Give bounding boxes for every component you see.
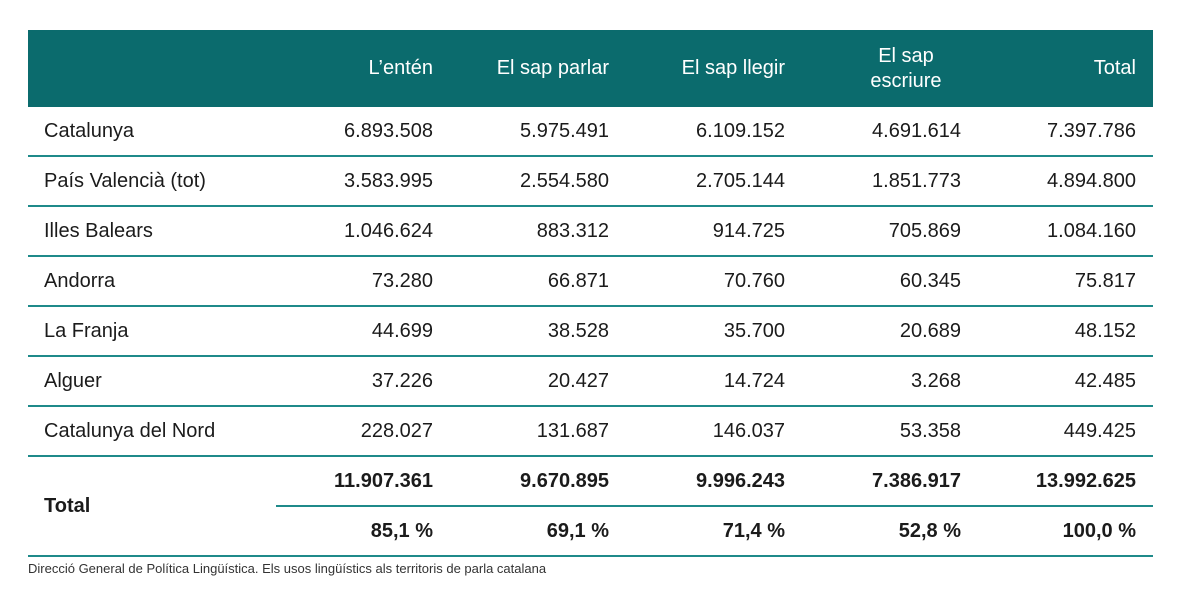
cell-value: 883.312 [450, 206, 626, 257]
header-can-read: El sap llegir [626, 30, 802, 107]
row-name: Catalunya [28, 107, 276, 157]
header-can-write-label: El sap escriure [870, 44, 942, 92]
row-name: Alguer [28, 356, 276, 407]
table-body: Catalunya 6.893.508 5.975.491 6.109.152 … [28, 107, 1153, 457]
cell-value: 705.869 [802, 206, 978, 257]
cell-value: 20.427 [450, 356, 626, 407]
total-percent: 85,1 % [276, 506, 450, 557]
total-percent: 100,0 % [978, 506, 1153, 557]
cell-value: 1.851.773 [802, 156, 978, 207]
total-value: 13.992.625 [978, 456, 1153, 507]
cell-value: 2.705.144 [626, 156, 802, 207]
row-name: País Valencià (tot) [28, 156, 276, 207]
total-percent: 69,1 % [450, 506, 626, 557]
cell-value: 5.975.491 [450, 107, 626, 157]
table-row: Andorra 73.280 66.871 70.760 60.345 75.8… [28, 256, 1153, 307]
cell-value: 37.226 [276, 356, 450, 407]
cell-value: 66.871 [450, 256, 626, 307]
cell-value: 1.046.624 [276, 206, 450, 257]
header-corner [28, 30, 276, 107]
total-value: 9.996.243 [626, 456, 802, 507]
cell-value: 4.691.614 [802, 107, 978, 157]
cell-value: 42.485 [978, 356, 1153, 407]
cell-value: 914.725 [626, 206, 802, 257]
table-row: Catalunya 6.893.508 5.975.491 6.109.152 … [28, 107, 1153, 157]
cell-value: 3.268 [802, 356, 978, 407]
table-row: La Franja 44.699 38.528 35.700 20.689 48… [28, 306, 1153, 357]
totals-percent-row: 85,1 % 69,1 % 71,4 % 52,8 % 100,0 % [28, 506, 1153, 557]
cell-value: 4.894.800 [978, 156, 1153, 207]
table-row: Alguer 37.226 20.427 14.724 3.268 42.485 [28, 356, 1153, 407]
total-value: 9.670.895 [450, 456, 626, 507]
header-can-speak: El sap parlar [450, 30, 626, 107]
cell-value: 228.027 [276, 406, 450, 457]
table-row: País Valencià (tot) 3.583.995 2.554.580 … [28, 156, 1153, 207]
cell-value: 131.687 [450, 406, 626, 457]
row-name: Andorra [28, 256, 276, 307]
total-percent: 52,8 % [802, 506, 978, 557]
header-total: Total [978, 30, 1153, 107]
row-name: La Franja [28, 306, 276, 357]
cell-value: 60.345 [802, 256, 978, 307]
total-value: 11.907.361 [276, 456, 450, 507]
cell-value: 6.893.508 [276, 107, 450, 157]
source-note: Direcció General de Política Lingüística… [28, 561, 547, 576]
cell-value: 48.152 [978, 306, 1153, 357]
cell-value: 449.425 [978, 406, 1153, 457]
language-knowledge-table-container: L’entén El sap parlar El sap llegir El s… [28, 30, 1153, 557]
cell-value: 2.554.580 [450, 156, 626, 207]
cell-value: 53.358 [802, 406, 978, 457]
row-name: Illes Balears [28, 206, 276, 257]
header-understands: L’entén [276, 30, 450, 107]
totals-absolute-row: Total 11.907.361 9.670.895 9.996.243 7.3… [28, 456, 1153, 557]
total-value: 7.386.917 [802, 456, 978, 507]
cell-value: 146.037 [626, 406, 802, 457]
cell-value: 6.109.152 [626, 107, 802, 157]
cell-value: 75.817 [978, 256, 1153, 307]
cell-value: 20.689 [802, 306, 978, 357]
cell-value: 38.528 [450, 306, 626, 357]
header-can-write: El sap escriure [802, 30, 978, 107]
cell-value: 44.699 [276, 306, 450, 357]
total-percent: 71,4 % [626, 506, 802, 557]
cell-value: 14.724 [626, 356, 802, 407]
cell-value: 7.397.786 [978, 107, 1153, 157]
table-header: L’entén El sap parlar El sap llegir El s… [28, 30, 1153, 107]
cell-value: 1.084.160 [978, 206, 1153, 257]
cell-value: 73.280 [276, 256, 450, 307]
table-row: Illes Balears 1.046.624 883.312 914.725 … [28, 206, 1153, 257]
cell-value: 3.583.995 [276, 156, 450, 207]
cell-value: 35.700 [626, 306, 802, 357]
cell-value: 70.760 [626, 256, 802, 307]
totals-label: Total [28, 456, 276, 557]
totals-section: Total 11.907.361 9.670.895 9.996.243 7.3… [28, 456, 1153, 557]
table-row: Catalunya del Nord 228.027 131.687 146.0… [28, 406, 1153, 457]
row-name: Catalunya del Nord [28, 406, 276, 457]
language-knowledge-table: L’entén El sap parlar El sap llegir El s… [28, 30, 1153, 557]
